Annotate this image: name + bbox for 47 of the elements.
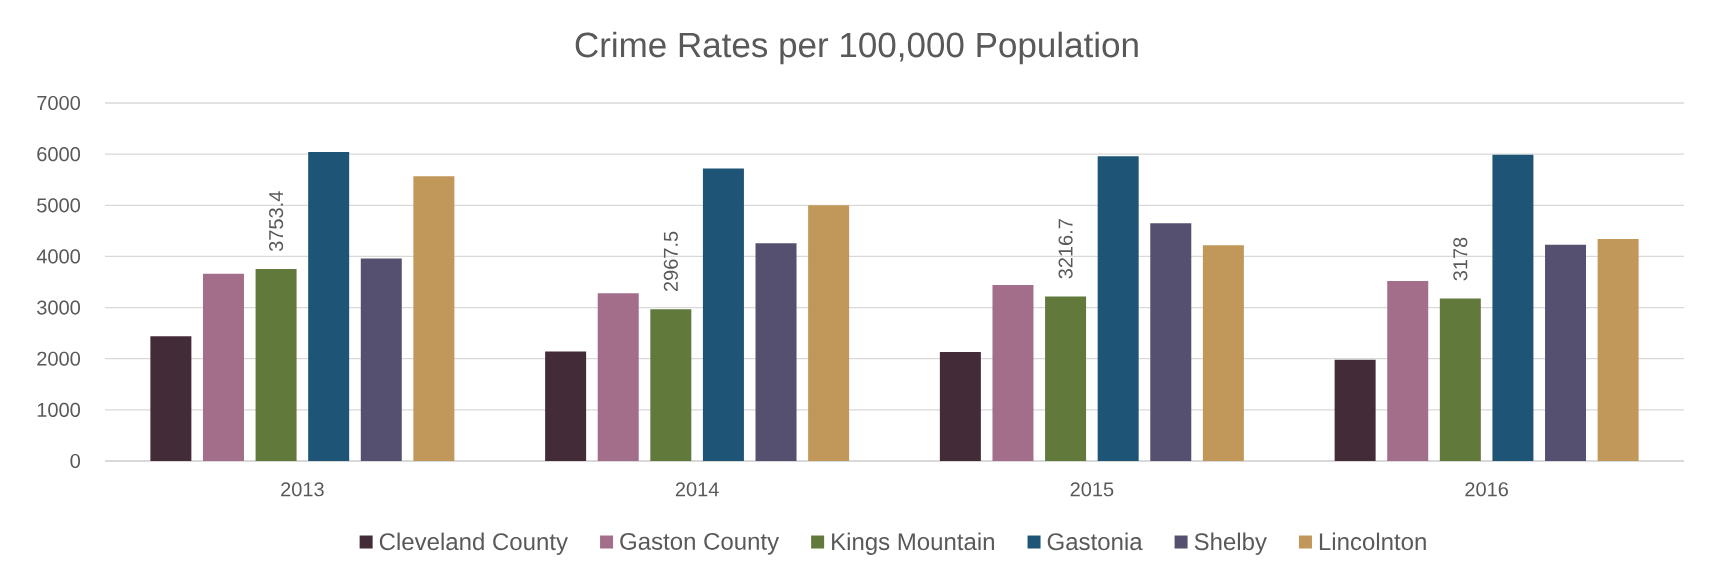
legend-label: Gastonia: [1047, 532, 1143, 551]
bar: [308, 152, 350, 461]
chart-title: Crime Rates per 100,000 Population: [575, 31, 1138, 65]
bar: [255, 269, 297, 461]
legend-label: Kings Mountain: [832, 532, 994, 555]
y-tick-label: 3000: [37, 300, 81, 315]
y-tick-label: 0: [70, 453, 81, 469]
y-tick-label: 1000: [37, 402, 81, 417]
y-tick-label: 5000: [37, 198, 81, 213]
y-tick-label: 4000: [36, 249, 81, 264]
legend-label: Cleveland County: [379, 532, 568, 555]
bar: [1097, 156, 1139, 461]
bar: [1150, 223, 1192, 461]
legend-label: Shelby: [1194, 532, 1267, 555]
bar: [755, 243, 797, 461]
legend-label: Lincolnton: [1319, 532, 1426, 551]
bar: [808, 205, 850, 461]
bar: [597, 293, 639, 461]
legend-label: Gaston County: [620, 532, 780, 555]
y-tick-label: 6000: [37, 147, 81, 162]
bar: [360, 258, 402, 461]
bar: [1492, 154, 1534, 461]
bar: [992, 285, 1034, 461]
x-tick-label: 2013: [281, 482, 324, 497]
bar: [1545, 244, 1587, 461]
data-label: 3178: [1453, 237, 1468, 281]
y-tick-label: 2000: [37, 351, 81, 366]
bar: [702, 168, 744, 461]
bar: [939, 352, 981, 461]
x-tick-label: 2014: [675, 482, 719, 497]
bar: [150, 336, 192, 461]
bar: [1202, 245, 1244, 461]
bar: [1439, 298, 1481, 461]
x-tick-label: 2016: [1465, 482, 1508, 497]
data-label: 3216.7: [1058, 219, 1073, 279]
bar: [545, 351, 587, 461]
bar: [1597, 239, 1639, 461]
bar: [1387, 280, 1429, 461]
bar: [1334, 359, 1376, 461]
bar: [1045, 296, 1087, 461]
x-tick-label: 2015: [1070, 482, 1114, 497]
y-tick-label: 7000: [37, 95, 81, 111]
data-label: 2967.5: [663, 231, 678, 292]
bar: [413, 176, 455, 461]
bar: [650, 309, 692, 461]
bar: [202, 273, 244, 461]
data-label: 3753.4: [268, 191, 284, 252]
